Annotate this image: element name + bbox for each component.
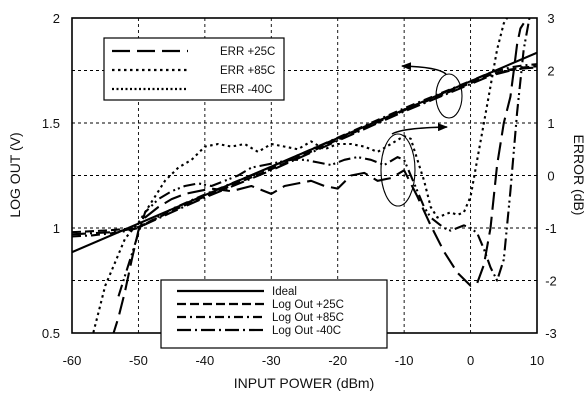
legend-log-out-label-25c: Log Out +25C <box>272 299 344 311</box>
x-tick-label: -50 <box>129 353 148 368</box>
y-tick-label: 1.5 <box>42 116 60 131</box>
y2-axis-title: ERROR (dB) <box>571 135 587 216</box>
legend-error-box <box>103 37 285 101</box>
y2-tick-label: 2 <box>547 64 554 79</box>
series-line-err-25c <box>112 22 525 333</box>
legend-log-out-label-85c: Log Out +85C <box>272 312 344 324</box>
y2-tick-label: 3 <box>547 11 554 26</box>
x-tick-label: -60 <box>63 353 82 368</box>
y2-axis-ticks: -3 -2 -1 0 1 2 3 <box>545 11 557 341</box>
legend-log-out: Ideal Log Out +25C Log Out +85C Log Out … <box>160 279 388 349</box>
series-line-log-out-25c <box>72 65 537 234</box>
x-tick-label: -40 <box>195 353 214 368</box>
series-line-err-40c <box>117 18 531 297</box>
y2-tick-label: -2 <box>545 274 557 289</box>
legend-error: ERR +25C ERR +85C ERR -40C <box>103 37 285 101</box>
y2-tick-label: -3 <box>545 326 557 341</box>
x-tick-label: -20 <box>328 353 347 368</box>
legend-error-label-85c: ERR +85C <box>220 65 275 77</box>
y-tick-label: 0.5 <box>42 326 60 341</box>
y2-tick-label: -1 <box>545 221 557 236</box>
y2-tick-label: 1 <box>547 116 554 131</box>
x-axis-ticks: -60 -50 -40 -30 -20 -10 0 10 <box>63 353 545 368</box>
legend-error-label-25c: ERR +25C <box>220 46 275 58</box>
grid-lines <box>72 18 537 333</box>
series-line-log-out-85c <box>72 63 537 238</box>
y-tick-label: 1 <box>53 221 60 236</box>
legend-log-out-label-m40c: Log Out -40C <box>272 325 341 337</box>
log-out-callout-ellipse <box>435 73 463 119</box>
error-callout-arrow <box>391 123 448 135</box>
x-tick-label: 0 <box>467 353 474 368</box>
log-out-callout-arrow <box>401 62 447 75</box>
y-axis-title: LOG OUT (V) <box>7 132 23 217</box>
y-tick-label: 2 <box>53 11 60 26</box>
legend-log-out-label-ideal: Ideal <box>272 286 297 298</box>
y2-tick-label: 0 <box>547 169 554 184</box>
x-axis-title: INPUT POWER (dBm) <box>234 375 375 391</box>
x-tick-label: 10 <box>530 353 544 368</box>
x-tick-label: -10 <box>395 353 414 368</box>
series-lines <box>72 18 537 333</box>
series-line-log-out-40c <box>72 66 537 236</box>
y-axis-ticks: 0.5 1 1.5 2 <box>42 11 60 341</box>
legend-error-label-m40c: ERR -40C <box>220 84 272 96</box>
x-tick-label: -30 <box>262 353 281 368</box>
error-callout-ellipse <box>380 133 416 207</box>
